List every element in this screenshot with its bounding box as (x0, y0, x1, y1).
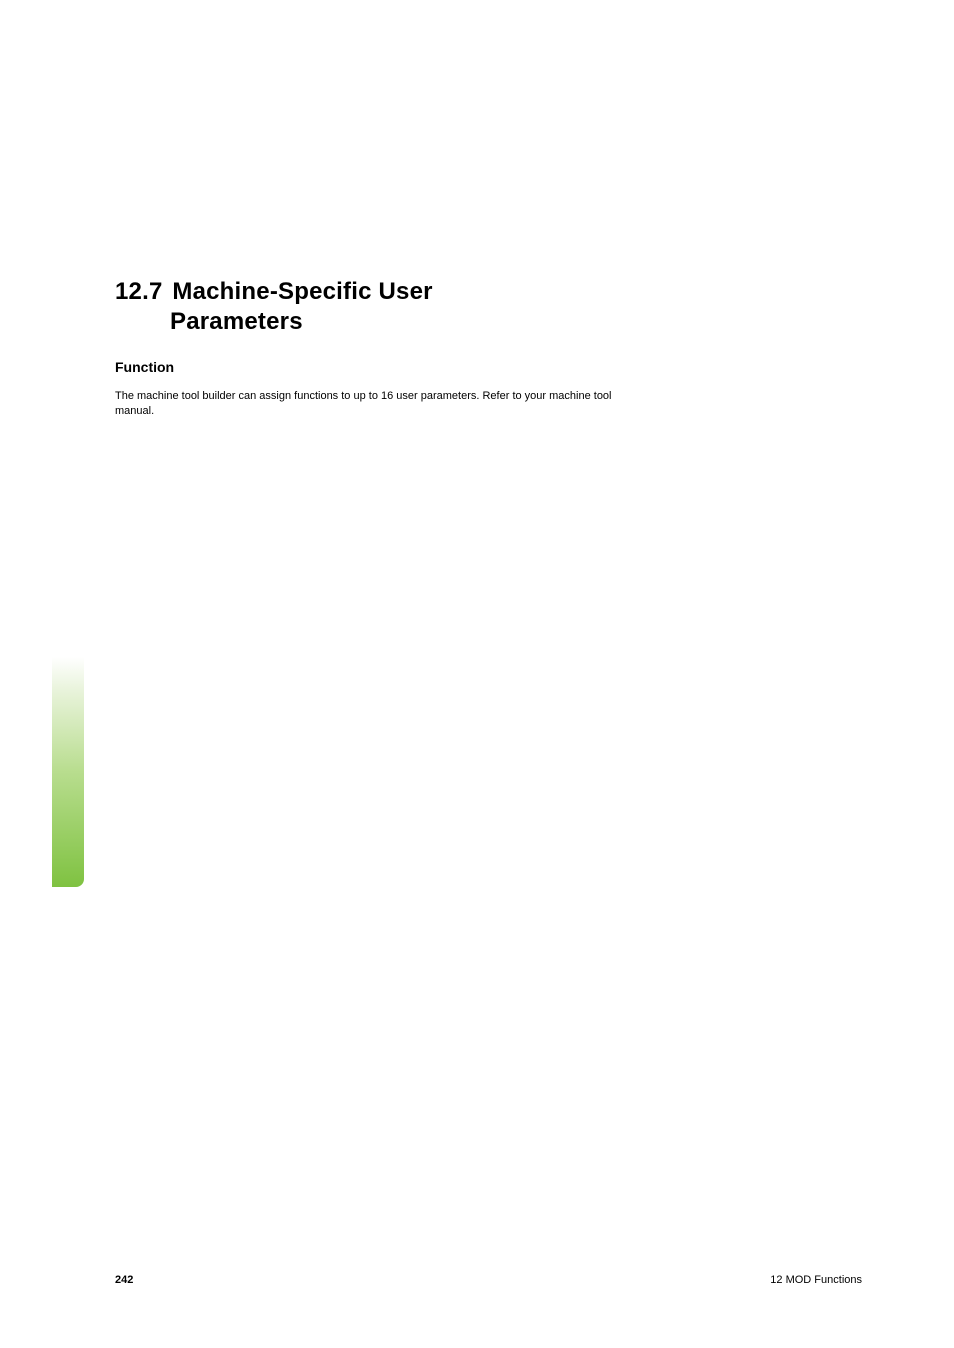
content-area: 12.7 Machine-Specific User Parameters Fu… (115, 277, 635, 420)
page-container: 12.7 Machine-Specific User Parameters 12… (0, 0, 954, 1348)
subheading-function: Function (115, 359, 635, 375)
heading-title-line1: Machine-Specific User (172, 278, 432, 305)
heading-number: 12.7 (115, 278, 163, 305)
body-paragraph: The machine tool builder can assign func… (115, 389, 635, 420)
section-heading: 12.7 Machine-Specific User Parameters (115, 277, 635, 337)
page-number: 242 (115, 1274, 133, 1286)
page-footer: 242 12 MOD Functions (115, 1274, 862, 1286)
footer-section-label: 12 MOD Functions (770, 1274, 862, 1286)
side-tab: 12.7 Machine-Specific User Parameters (52, 277, 84, 887)
heading-title-line2: Parameters (170, 307, 635, 337)
side-tab-gradient (52, 657, 84, 887)
